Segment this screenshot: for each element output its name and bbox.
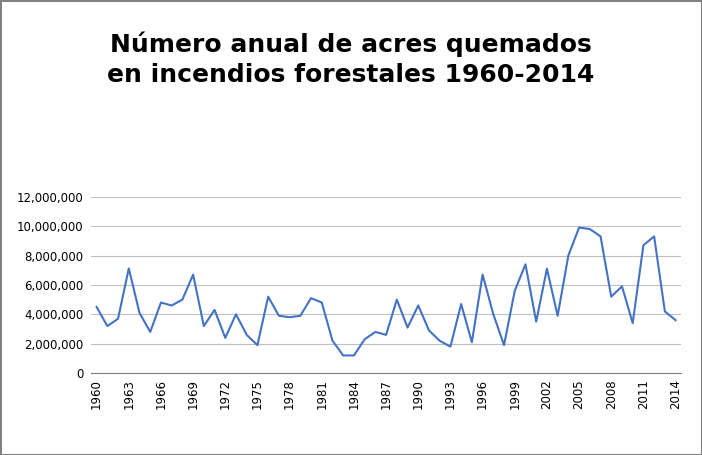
Text: Número anual de acres quemados
en incendios forestales 1960-2014: Número anual de acres quemados en incend… [107,32,595,87]
